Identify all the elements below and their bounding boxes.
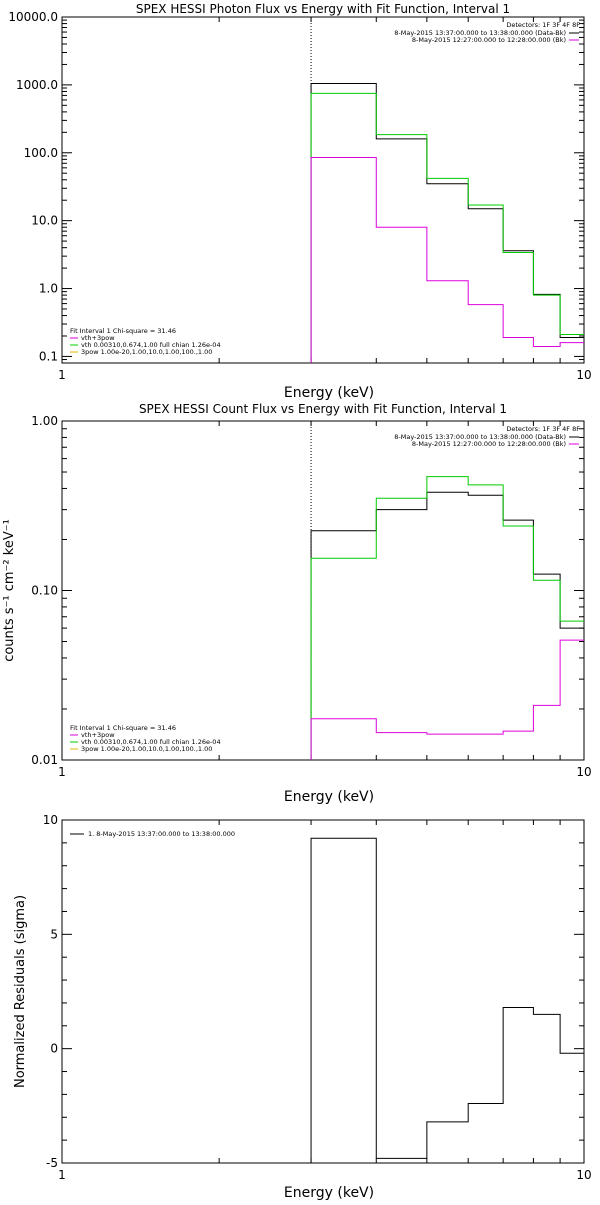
panel2-legend-label: 8-May-2015 12:27:00.000 to 12:28:00.000 … <box>412 440 566 448</box>
panel2-chart-title: SPEX HESSI Count Flux vs Energy with Fit… <box>139 402 507 416</box>
panel2-fit-label: vth+3pow <box>81 731 115 739</box>
panel2-y-tick-label: 0.01 <box>31 753 58 767</box>
panel1-legend-label: 8-May-2015 12:27:00.000 to 12:28:00.000 … <box>412 36 566 44</box>
panel1-fit-header: Fit Interval 1 Chi-square = 31.46 <box>70 327 176 335</box>
panel1-x-axis-label: Energy (keV) <box>284 385 374 401</box>
panel1-fit-label: 3pow 1.00e-20,1.00,10.0,1.00,100.,1.00 <box>81 348 212 356</box>
panel2-series-2-histogram <box>310 476 584 760</box>
panel3-series-1-histogram <box>310 837 584 1163</box>
panel2-legend-label: 8-May-2015 13:37:00.000 to 13:38:00.000 … <box>394 433 566 441</box>
panel2-plot-frame <box>61 420 585 761</box>
panel3-y-tick-label: -5 <box>46 1156 58 1170</box>
panel1-x-tick-label: 10 <box>576 368 591 382</box>
panel2-y-tick-label: 0.10 <box>31 584 58 598</box>
panel1-series-2-histogram <box>310 92 584 363</box>
panel3-plot-frame <box>61 819 585 1164</box>
panel1-plot-frame <box>61 16 585 364</box>
panel1-fit-label: vth 0.00310,0.674,1.00 full chian 1.26e-… <box>81 341 221 349</box>
panel2-fit-label: 3pow 1.00e-20,1.00,10.0,1.00,100.,1.00 <box>81 745 212 753</box>
panel1-legend-header: Detectors: 1F 3F 4F 8F <box>506 21 580 29</box>
panel2-fit-label: vth 0.00310,0.674,1.00 full chian 1.26e-… <box>81 738 221 746</box>
panel3-legend-label: 1. 8-May-2015 13:37:00.000 to 13:38:00.0… <box>88 830 235 838</box>
panel3-y-tick-label: 0 <box>50 1042 58 1056</box>
panel3-y-tick-label: 5 <box>50 927 58 941</box>
panel1-y-tick-label: 100.0 <box>24 146 58 160</box>
panel1-x-tick-label: 1 <box>58 368 66 382</box>
panel2-x-tick-label: 10 <box>576 765 591 779</box>
panel1-y-tick-label: 0.1 <box>39 349 58 363</box>
panel2-y-axis-label: counts s⁻¹ cm⁻² keV⁻¹ <box>2 519 17 662</box>
panel3-y-axis-label: Normalized Residuals (sigma) <box>13 895 28 1088</box>
panel1-chart-title: SPEX HESSI Photon Flux vs Energy with Fi… <box>136 2 510 16</box>
panel2-legend-header: Detectors: 1F 3F 4F 8F <box>506 425 580 433</box>
panel1-series-3-histogram <box>310 157 584 363</box>
panel1-y-tick-label: 1.0 <box>39 282 58 296</box>
panel1-legend-label: 8-May-2015 13:37:00.000 to 13:38:00.000 … <box>394 29 566 37</box>
panel2-y-tick-label: 1.00 <box>31 414 58 428</box>
panel1-fit-label: vth+3pow <box>81 334 115 342</box>
panel3-y-tick-label: 10 <box>43 813 58 827</box>
panel1-y-tick-label: 10.0 <box>31 214 58 228</box>
panel2-series-1-histogram <box>310 491 584 760</box>
panel2-x-tick-label: 1 <box>58 765 66 779</box>
panel2-x-axis-label: Energy (keV) <box>284 789 374 805</box>
panel1-y-tick-label: 1000.0 <box>16 78 58 92</box>
panel2-fit-header: Fit Interval 1 Chi-square = 31.46 <box>70 724 176 732</box>
panel3-x-tick-label: 1 <box>58 1168 66 1182</box>
panel3-x-tick-label: 10 <box>576 1168 591 1182</box>
panel2-series-3-histogram <box>310 639 584 760</box>
panel1-series-1-histogram <box>310 82 584 363</box>
panel3-x-axis-label: Energy (keV) <box>284 1185 374 1200</box>
panel1-y-tick-label: 10000.0 <box>8 10 58 24</box>
